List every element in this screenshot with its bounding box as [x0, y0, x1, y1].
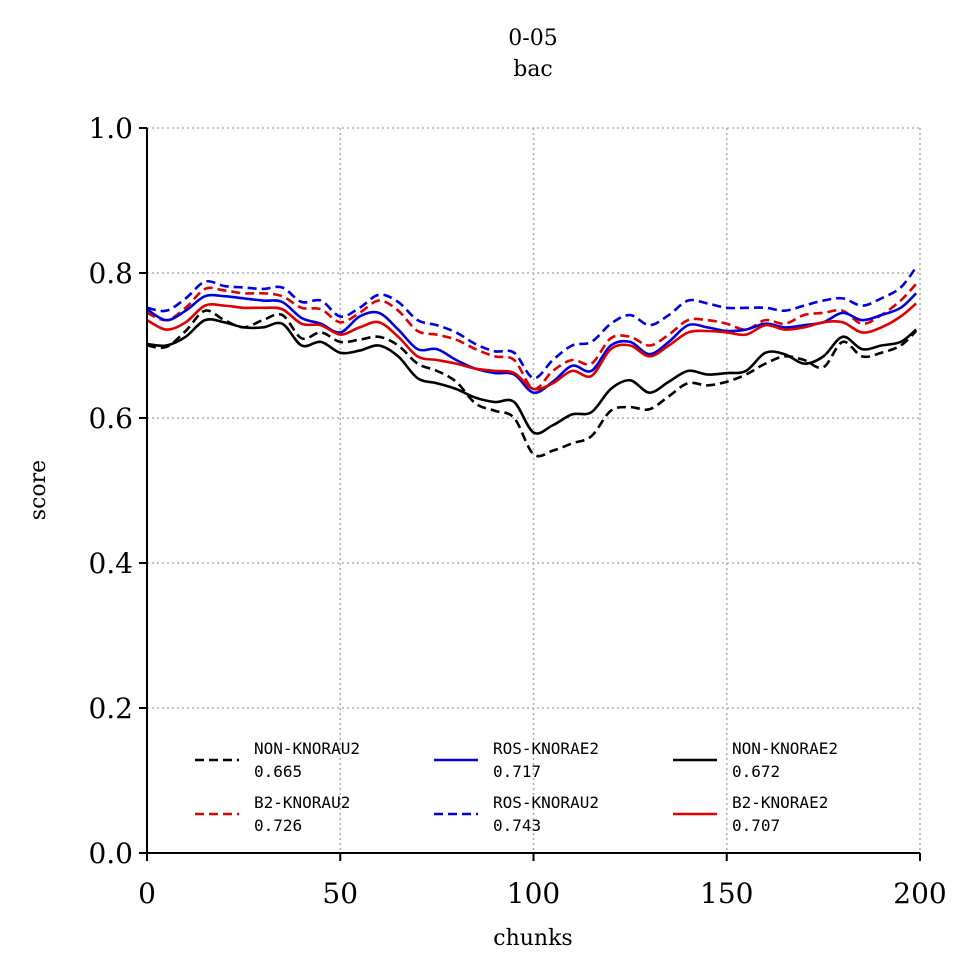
series-line-b2-knorae2	[146, 302, 917, 391]
x-tick-label: 50	[322, 877, 358, 910]
y-tick-label: 1.0	[88, 112, 133, 145]
y-tick-label: 0.8	[88, 257, 133, 290]
x-tick-label: 0	[138, 877, 156, 910]
legend-label: B2-KNORAU2	[254, 793, 350, 812]
series-line-ros-knorae2	[146, 292, 918, 394]
series-line-ros-knorau2	[146, 266, 918, 380]
legend-label: NON-KNORAU2	[254, 739, 360, 758]
chart-subtitle: bac	[513, 57, 553, 82]
legend-score: 0.743	[493, 816, 541, 835]
series-line-non-knorae2	[146, 317, 917, 435]
legend-label: NON-KNORAE2	[732, 739, 838, 758]
series-line-non-knorau2	[146, 309, 918, 458]
legend-label: ROS-KNORAU2	[493, 793, 599, 812]
legend-score: 0.717	[493, 762, 541, 781]
legend-score: 0.707	[732, 816, 780, 835]
x-tick-label: 150	[700, 877, 753, 910]
x-axis-label: chunks	[493, 926, 572, 951]
series-line-b2-knorau2	[146, 282, 918, 391]
x-tick-label: 200	[893, 877, 946, 910]
legend-score: 0.672	[732, 762, 780, 781]
y-axis-label: score	[26, 460, 51, 520]
y-tick-label: 0.4	[88, 547, 133, 580]
legend-label: B2-KNORAE2	[732, 793, 828, 812]
legend-label: ROS-KNORAE2	[493, 739, 599, 758]
axes	[139, 127, 921, 861]
legend-score: 0.665	[254, 762, 302, 781]
y-tick-label: 0.0	[88, 837, 133, 870]
y-tick-label: 0.2	[88, 692, 133, 725]
legend-score: 0.726	[254, 816, 302, 835]
chart-title: 0-05	[508, 26, 557, 51]
y-tick-label: 0.6	[88, 402, 133, 435]
tick-labels: 0 50 100 150 200 0.0 0.2 0.4 0.6 0.8 1.0	[88, 112, 946, 910]
x-tick-label: 100	[507, 877, 560, 910]
legend: NON-KNORAU2 0.665 B2-KNORAU2 0.726 ROS-KNORA…	[195, 739, 838, 835]
plot-lines	[146, 266, 918, 458]
